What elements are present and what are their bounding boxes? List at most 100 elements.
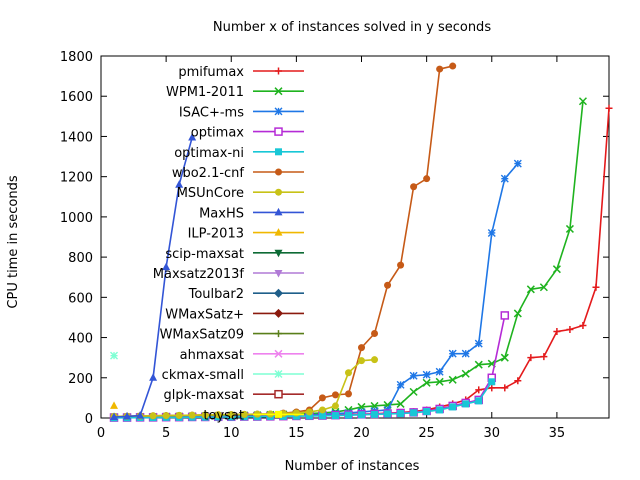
x-tick-label: 30 — [483, 426, 500, 441]
data-point — [539, 283, 548, 292]
data-point — [274, 228, 283, 236]
data-point — [461, 349, 470, 358]
data-point — [274, 288, 283, 298]
data-point — [410, 409, 418, 417]
data-point — [175, 180, 184, 188]
data-point — [275, 410, 282, 418]
data-point — [410, 183, 418, 191]
data-point — [553, 328, 561, 336]
legend-entry: optimax — [191, 126, 304, 141]
y-tick-label: 1800 — [60, 50, 93, 65]
legend-label: glpk-maxsat — [164, 388, 245, 403]
data-point — [214, 411, 222, 419]
legend-entry: Toulbar2 — [188, 287, 304, 302]
x-tick-label: 10 — [223, 426, 240, 441]
data-point — [110, 401, 119, 409]
data-point — [435, 367, 444, 376]
x-tick-label: 5 — [162, 426, 170, 441]
data-point — [579, 321, 587, 329]
x-tick-label: 15 — [288, 426, 305, 441]
data-point — [149, 373, 158, 381]
data-point — [240, 410, 248, 418]
data-point — [488, 378, 496, 386]
legend-entry: ahmaxsat — [180, 348, 304, 363]
legend-label: optimax — [191, 126, 245, 141]
legend-entry: ISAC+-ms — [179, 105, 304, 120]
data-point — [474, 360, 483, 369]
y-tick-label: 1400 — [60, 130, 93, 145]
y-tick-label: 1200 — [60, 171, 93, 186]
legend-entry: WPM1-2011 — [166, 85, 304, 100]
data-point — [227, 411, 235, 419]
legend-entry: ILP-2013 — [188, 227, 304, 242]
data-point — [318, 394, 326, 402]
legend-label: ahmaxsat — [180, 348, 244, 363]
data-point — [305, 412, 313, 420]
series-line — [114, 65, 453, 418]
legend-label: ISAC+-ms — [179, 105, 244, 120]
data-point — [274, 349, 283, 358]
legend-label: WMaxSatz09 — [160, 328, 244, 343]
chart-title: Number x of instances solved in y second… — [213, 20, 491, 35]
legend-entry: pmifumax — [178, 65, 304, 80]
data-point — [448, 349, 457, 358]
data-point — [552, 265, 561, 274]
data-point — [540, 353, 548, 361]
y-tick-label: 400 — [68, 332, 93, 347]
legend-label: Toulbar2 — [188, 287, 244, 302]
data-point — [275, 330, 282, 338]
data-point — [344, 390, 352, 398]
data-point — [605, 104, 613, 112]
data-point — [448, 375, 457, 384]
y-axis-label: CPU time in seconds — [6, 175, 21, 308]
legend: pmifumax WPM1-2011 ISAC+-ms optimax optimax-… — [153, 65, 304, 423]
legend-label: WPM1-2011 — [166, 85, 244, 100]
legend-label: pmifumax — [178, 65, 244, 80]
data-point — [275, 67, 282, 75]
legend-entry: WMaxSatz+ — [165, 307, 304, 322]
legend-entry: toysat — [203, 408, 304, 423]
data-point — [274, 127, 283, 136]
data-point — [592, 283, 600, 291]
series-ckmax-small — [110, 351, 119, 360]
legend-label: WMaxSatz+ — [165, 307, 244, 322]
data-point — [500, 174, 509, 183]
legend-label: scip-maxsat — [165, 247, 244, 262]
data-point — [423, 175, 431, 183]
legend-entry: MaxHS — [199, 206, 304, 221]
x-tick-label: 0 — [97, 426, 105, 441]
data-point — [475, 397, 483, 405]
data-point — [462, 400, 470, 408]
series-MSUnCore — [110, 356, 379, 420]
data-point — [344, 411, 352, 419]
data-point — [487, 228, 496, 237]
data-point — [275, 188, 282, 196]
data-point — [514, 377, 522, 385]
data-point — [331, 412, 339, 420]
y-tick-label: 1000 — [60, 211, 93, 226]
data-point — [331, 402, 339, 410]
data-point — [436, 65, 444, 73]
legend-entry: MSUnCore — [177, 186, 304, 201]
data-point — [274, 370, 283, 378]
legend-label: Maxsatz2013f — [153, 267, 245, 282]
data-point — [409, 371, 418, 380]
data-point — [565, 224, 574, 233]
data-point — [305, 408, 313, 416]
data-point — [318, 406, 326, 414]
legend-entry: scip-maxsat — [165, 247, 304, 262]
data-point — [275, 148, 282, 156]
data-point — [318, 412, 326, 420]
data-point — [274, 389, 283, 399]
plot-frame — [100, 55, 610, 419]
series-wbo2.1-cnf — [110, 62, 457, 420]
data-point — [513, 309, 522, 318]
data-point — [449, 62, 457, 70]
legend-entry: Maxsatz2013f — [153, 267, 304, 282]
data-point — [422, 370, 431, 379]
legend-entry: optimax-ni — [174, 146, 304, 161]
legend-entry: glpk-maxsat — [164, 388, 304, 403]
legend-label: wbo2.1-cnf — [172, 166, 245, 181]
data-point — [371, 356, 379, 364]
data-point — [331, 391, 339, 399]
